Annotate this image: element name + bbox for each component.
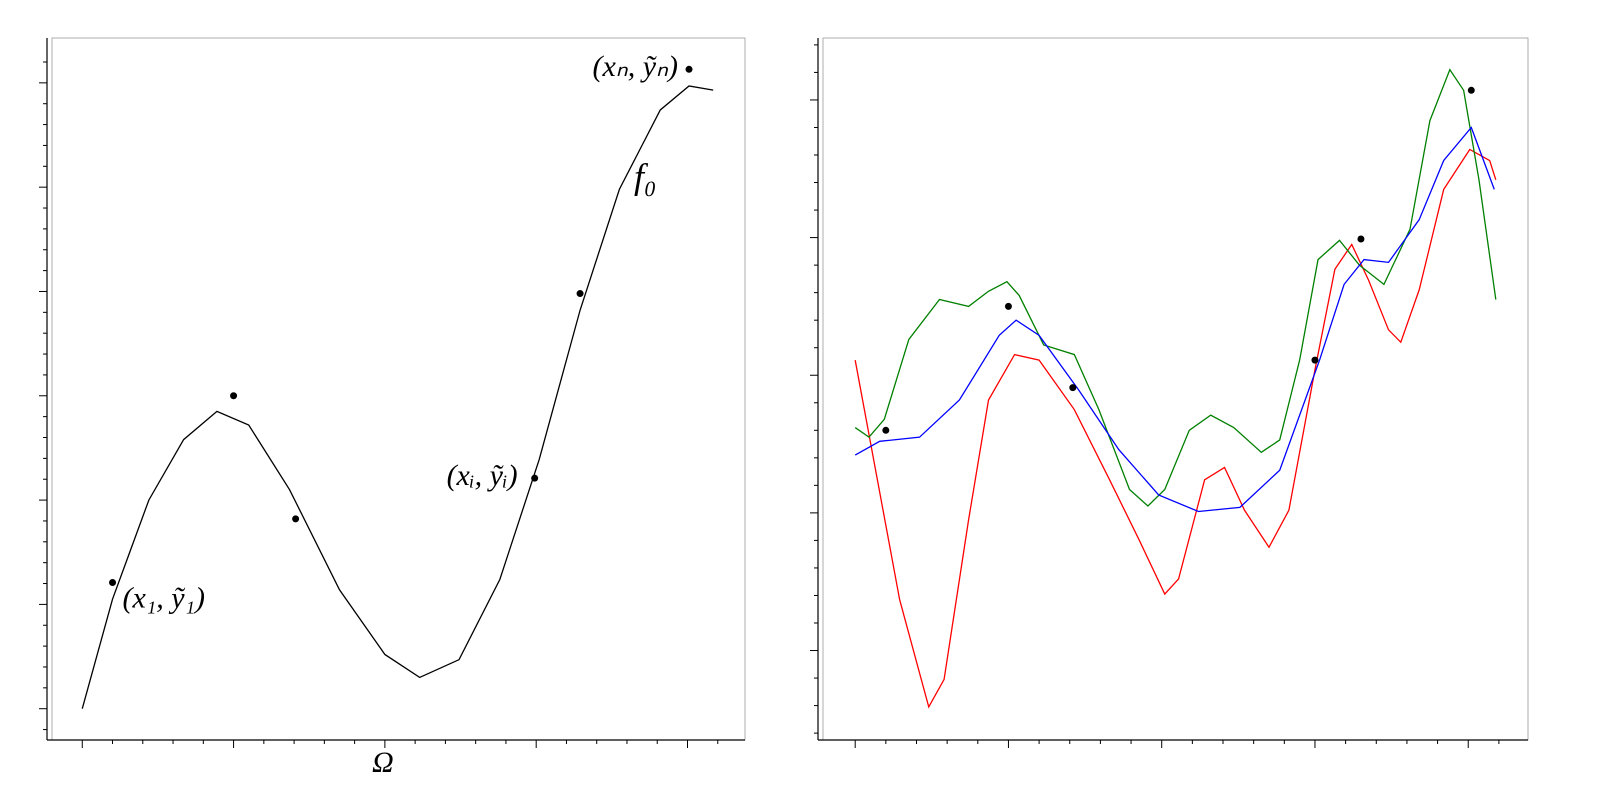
data-point [1311,356,1319,364]
point-label: (x₁, ỹ₁) [123,581,205,614]
x-axis-label: Ω [372,746,394,779]
data-point [292,515,300,523]
data-point [1004,302,1012,310]
data-point [882,426,890,434]
curve [854,68,1497,507]
data-point [1357,235,1365,243]
data-point [576,290,584,298]
data-point [685,65,693,73]
data-point [230,392,238,400]
plot-frame [822,37,1529,741]
data-point [1467,86,1475,94]
data-point [1069,384,1077,392]
plot-frame [51,37,746,741]
data-point [109,578,117,586]
curve [854,148,1497,709]
point-label: (xₙ, ỹₙ) [592,50,678,83]
curve [81,85,714,709]
data-point [531,474,539,482]
point-label: (xᵢ, ỹᵢ) [447,459,518,492]
curve [854,126,1495,513]
curve-label: f₀ [634,156,657,196]
